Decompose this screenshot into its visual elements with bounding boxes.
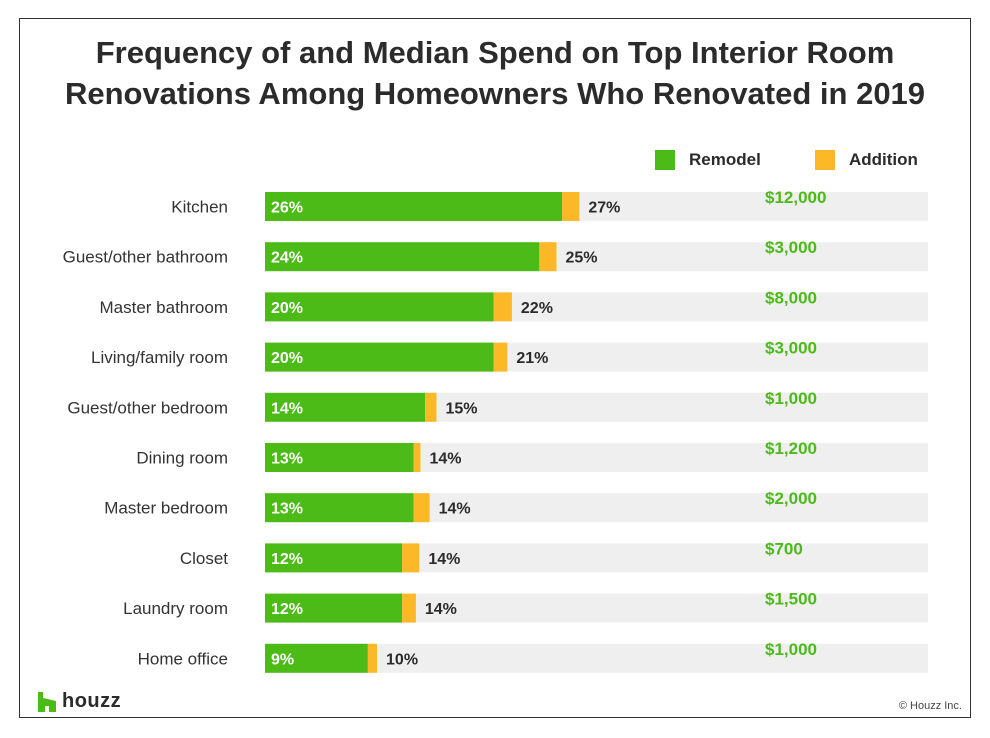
chart-frame (19, 18, 971, 718)
total-data-label: 14% (439, 501, 471, 518)
category-label: Kitchen (171, 198, 228, 217)
remodel-data-label: 13% (271, 451, 303, 468)
chart-title-line-1: Frequency of and Median Spend on Top Int… (95, 35, 895, 70)
category-label: Master bedroom (104, 499, 228, 518)
legend-swatch-addition (815, 150, 835, 170)
category-label: Laundry room (123, 599, 228, 618)
total-data-label: 14% (428, 551, 460, 568)
bar-addition (402, 543, 420, 573)
chart-title: Frequency of and Median Spend on Top Int… (0, 32, 990, 114)
total-data-label: 21% (516, 350, 548, 367)
bar-remodel (265, 192, 563, 221)
bar-addition (539, 242, 557, 272)
category-label: Guest/other bathroom (63, 248, 228, 267)
legend-label-remodel: Remodel (689, 150, 761, 169)
category-label: Closet (180, 549, 228, 568)
bar-addition (413, 443, 421, 472)
remodel-data-label: 9% (271, 651, 294, 668)
category-label: Living/family room (91, 348, 228, 367)
bar-addition (413, 493, 430, 523)
remodel-data-label: 20% (271, 350, 303, 367)
remodel-data-label: 26% (271, 200, 303, 217)
total-data-label: 15% (445, 400, 477, 417)
median-spend-label: $1,500 (765, 590, 817, 609)
bar-remodel (265, 342, 494, 372)
bar-remodel (265, 643, 368, 673)
median-spend-label: $12,000 (765, 188, 826, 207)
bar-remodel (265, 392, 426, 422)
median-spend-label: $1,200 (765, 439, 817, 458)
median-spend-label: $8,000 (765, 288, 817, 307)
bar-remodel (265, 543, 403, 573)
total-data-label: 25% (565, 250, 597, 267)
copyright: © Houzz Inc. (898, 700, 962, 712)
bar-addition (493, 342, 508, 372)
legend-item-remodel: Remodel (655, 150, 761, 170)
bar-remodel (265, 493, 414, 523)
total-data-label: 22% (521, 300, 553, 317)
median-spend-label: $1,000 (765, 389, 817, 408)
remodel-data-label: 24% (271, 250, 303, 267)
median-spend-label: $3,000 (765, 339, 817, 358)
bar-remodel (265, 443, 414, 472)
median-spend-label: $1,000 (765, 640, 817, 659)
bar-addition (402, 593, 416, 623)
houzz-logo-icon (38, 691, 56, 712)
median-spend-label: $3,000 (765, 238, 817, 257)
total-data-label: 10% (386, 651, 418, 668)
median-spend-label: $700 (765, 539, 803, 558)
remodel-data-label: 12% (271, 601, 303, 618)
bar-remodel (265, 292, 494, 322)
bar-addition (562, 192, 580, 221)
category-label: Dining room (136, 449, 228, 468)
total-data-label: 14% (429, 451, 461, 468)
remodel-data-label: 13% (271, 501, 303, 518)
houzz-logo: houzz (38, 690, 121, 713)
category-label: Master bathroom (100, 298, 229, 317)
chart-title-line-2: Renovations Among Homeowners Who Renovat… (64, 76, 926, 111)
remodel-data-label: 14% (271, 400, 303, 417)
total-data-label: 14% (425, 601, 457, 618)
bar-remodel (265, 242, 540, 272)
legend-label-addition: Addition (849, 150, 918, 169)
legend-swatch-remodel (655, 150, 675, 170)
brand-name: houzz (62, 690, 122, 712)
bar-addition (493, 292, 512, 322)
remodel-data-label: 12% (271, 551, 303, 568)
remodel-data-label: 20% (271, 300, 303, 317)
median-spend-label: $2,000 (765, 489, 817, 508)
bar-addition (367, 643, 378, 673)
category-label: Home office (138, 649, 228, 668)
legend-item-addition: Addition (815, 150, 918, 170)
bar-remodel (265, 593, 403, 623)
bar-addition (425, 392, 437, 422)
category-label: Guest/other bedroom (67, 398, 228, 417)
total-data-label: 27% (588, 200, 620, 217)
